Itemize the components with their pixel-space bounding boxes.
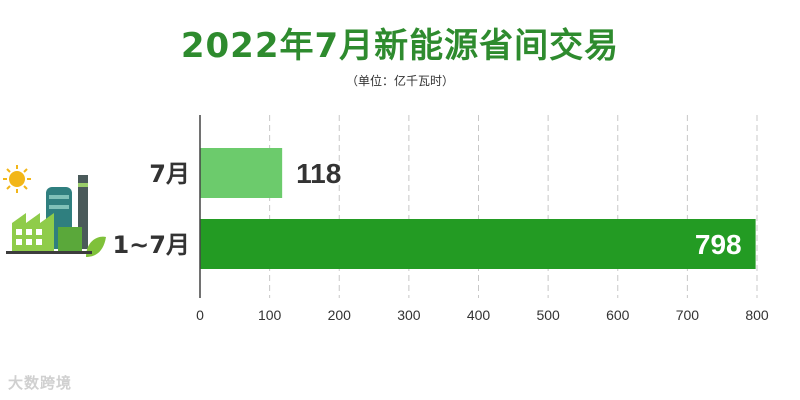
factory-sun-icon — [2, 165, 107, 264]
x-tick-label: 400 — [467, 307, 491, 323]
x-tick-label: 600 — [606, 307, 630, 323]
grid-lines — [269, 115, 758, 298]
x-tick-label: 700 — [676, 307, 700, 323]
category-labels: 7月 1~7月 — [112, 160, 190, 259]
category-label: 1~7月 — [112, 231, 190, 259]
x-tick-label: 200 — [328, 307, 352, 323]
x-tick-label: 300 — [397, 307, 421, 323]
category-label: 7月 — [149, 160, 190, 188]
bar — [200, 148, 283, 198]
chart-title: 2022年7月新能源省间交易 — [180, 26, 620, 66]
x-tick-label: 800 — [745, 307, 769, 323]
x-tick-label: 500 — [536, 307, 560, 323]
bars — [200, 148, 756, 269]
value-labels: 118 798 — [296, 158, 741, 260]
value-label: 118 — [296, 158, 341, 189]
unit-label: （单位：亿千瓦时） — [345, 74, 454, 88]
watermark-logo: 大数跨境 — [8, 374, 73, 392]
x-tick-label: 0 — [196, 307, 204, 323]
x-tick-labels: 0 100 200 300 400 500 600 700 800 — [196, 307, 769, 323]
bar — [200, 219, 756, 269]
x-tick-label: 100 — [258, 307, 282, 323]
value-label: 798 — [695, 229, 742, 260]
